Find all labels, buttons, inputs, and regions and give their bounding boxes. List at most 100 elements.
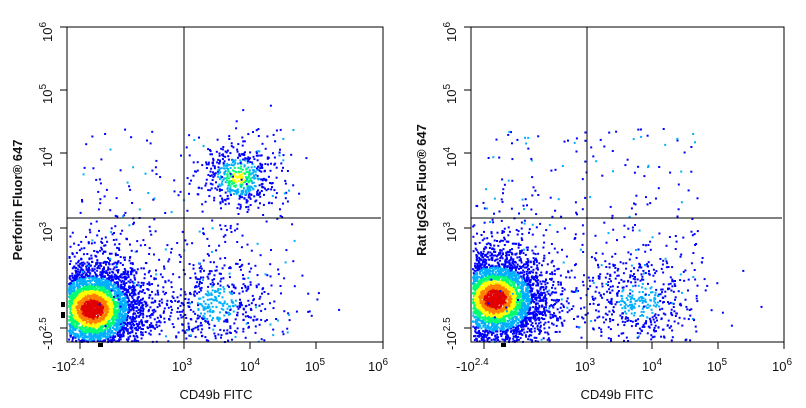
event-dot [95,305,98,308]
event-dot [212,173,215,176]
event-dot [108,329,111,332]
event-dot [101,329,104,332]
event-dot [138,323,141,326]
event-dot [260,154,263,157]
event-dot [79,271,81,274]
event-dot [245,322,248,325]
event-dot [95,275,98,278]
event-dot [107,266,110,269]
event-dot [209,261,212,264]
event-dot [191,242,194,245]
event-dot [207,173,210,176]
event-dot [280,162,283,165]
x-axis-title: CD49b FITC [180,387,253,402]
event-dot [535,261,538,263]
event-dot [81,337,84,339]
event-dot [101,311,104,314]
event-dot [120,287,123,290]
event-dot [233,179,236,181]
event-dot [170,281,173,284]
event-dot [218,171,221,174]
event-dot [219,280,222,283]
event-dot [87,242,90,245]
event-dot [131,286,134,289]
event-dot [189,293,192,296]
event-dot [249,151,252,154]
event-dot [216,290,219,293]
event-dot [69,328,71,331]
event-dot [242,189,245,192]
event-dot [252,131,254,133]
event-dot [109,279,112,282]
event-dot [114,315,117,318]
event-dot [90,333,93,335]
event-dot [221,153,224,156]
event-dot [258,150,261,153]
event-dot [292,129,295,131]
event-dot [272,307,275,310]
event-dot [79,277,82,280]
event-dot [74,291,77,294]
event-dot [200,282,203,284]
event-dot [141,334,144,337]
event-dot [96,340,99,343]
event-dot [226,187,229,190]
event-dot [96,267,99,269]
event-dot [113,308,116,311]
event-dot [94,307,97,310]
event-dot [130,136,133,139]
event-dot [527,276,530,279]
event-dot [482,250,485,253]
event-dot [275,129,278,132]
event-dot [71,305,74,307]
event-dot [109,316,112,319]
event-dot [298,192,301,195]
x-tick-label: 106 [368,357,388,374]
event-dot [108,298,110,301]
event-dot [108,258,111,261]
event-dot [228,163,231,166]
x-tick-label: 105 [305,357,325,374]
event-dot [213,298,216,301]
event-dot [96,307,99,310]
event-dot [141,303,144,306]
event-dot [100,309,103,312]
event-dot [222,304,225,307]
event-dot [91,290,94,293]
event-dot [556,251,559,254]
event-dot [226,307,229,310]
event-dot [83,247,86,250]
event-dot [172,273,175,276]
event-dot [99,313,102,316]
event-dot [151,169,154,172]
event-dot [193,139,196,141]
event-dot [146,319,149,322]
event-dot [95,178,98,181]
event-dot [245,201,248,204]
event-dot [119,169,122,172]
event-dot [81,200,84,203]
event-dot [270,284,273,287]
event-dot [244,159,247,162]
event-dot [80,258,83,261]
event-dot [96,269,99,272]
event-dot [198,262,201,265]
event-dot [539,321,542,324]
event-dot [144,331,147,334]
event-dot [237,156,239,159]
event-dot [214,187,217,190]
event-dot [82,280,84,283]
event-dot [190,179,192,182]
event-dot [111,263,114,266]
event-dot [99,289,102,292]
event-dot [242,327,245,330]
event-dot [69,295,72,298]
event-dot [149,142,152,145]
event-dot [115,301,118,304]
event-dot [186,177,189,180]
event-dot [607,281,610,283]
event-dot [127,291,130,294]
event-dot [529,289,532,292]
event-dot [75,251,78,254]
event-dot [142,313,145,316]
